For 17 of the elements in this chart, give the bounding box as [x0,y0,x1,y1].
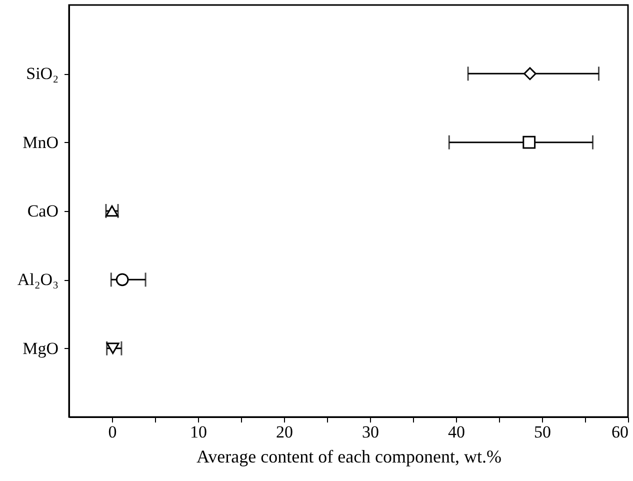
x-tick-label: 10 [190,422,207,442]
x-tick-label: 40 [448,422,465,442]
y-tick-label: SiO₂ [26,64,58,84]
x-tick-label: 60 [612,422,628,442]
x-tick-label: 20 [276,422,293,442]
point [524,67,536,80]
x-axis-title: Average content of each component, wt.% [196,446,502,466]
point [116,273,129,286]
point [522,136,536,149]
x-tick-label: 30 [362,422,379,442]
y-tick-label: MnO [22,132,58,152]
point [106,342,120,354]
y-tick-label: CaO [27,202,58,220]
y-tick-label: Al₂O₃ [17,270,59,290]
x-tick-label: 0 [108,422,117,442]
x-tick-label: 50 [534,422,551,442]
y-tick-label: MgO [22,338,58,358]
